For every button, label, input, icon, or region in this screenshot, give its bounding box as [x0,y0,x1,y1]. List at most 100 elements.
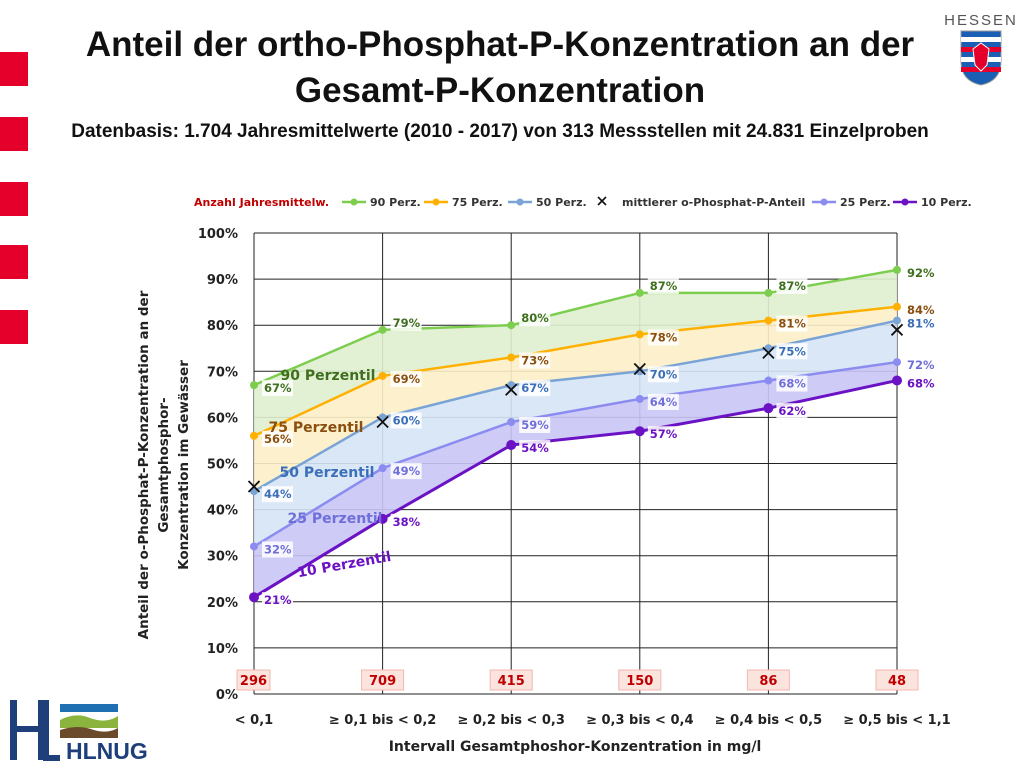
legend-label-p50: 50 Perz. [536,196,587,209]
hessen-badge: HESSEN [944,12,1018,92]
legend-label-mean: mittlerer o-Phosphat-P-Anteil [622,196,805,209]
y-axis-label: Anteil der o-Phosphat-P-Konzentration an… [136,290,152,639]
red-tab-decoration [0,245,28,279]
data-point-p10 [249,592,259,603]
legend-marker-p75 [432,198,440,206]
data-point-p75 [378,371,387,380]
data-point-mean [890,323,904,336]
page-title: Anteil der ortho-Phosphat-P-Konzentratio… [85,25,915,110]
data-point-p25 [635,394,644,403]
y-tick-label: 60% [207,411,238,426]
x-tick-label: ≥ 0,3 bis < 0,4 [586,713,693,728]
data-point-p75 [764,316,773,325]
data-label-bg [776,343,808,360]
data-point-p25 [378,464,387,473]
data-label-p90: 92% [907,266,935,280]
anzahl-box [489,669,533,691]
data-label-bg [262,430,293,447]
data-point-p75 [893,302,901,311]
data-label-bg [262,486,293,503]
data-label-bg [390,314,422,331]
red-tab-decoration [0,310,28,344]
data-point-p75 [635,330,644,339]
data-label-p50: 44% [264,487,292,501]
data-label-bg [647,277,679,294]
data-label-p25: 32% [264,542,292,556]
data-label-bg [776,277,808,294]
data-label-bg [262,380,293,397]
legend-marker-p25 [820,198,828,206]
anzahl-value: 150 [626,674,653,689]
red-tab-decoration [0,182,28,216]
data-label-bg [519,310,551,327]
anzahl-value: 86 [759,674,777,689]
data-label-bg [519,417,551,434]
data-point-p10 [763,403,774,414]
hessen-badge-text: HESSEN [944,12,1018,29]
anzahl-value: 415 [498,674,525,689]
y-axis-label: Konzentration im Gewässer [176,360,192,570]
legend-marker-p90 [350,198,358,206]
data-label-bg [647,329,679,346]
data-label-p90: 87% [650,279,678,293]
data-point-p10 [892,375,902,386]
data-label-p10: 57% [650,427,678,441]
data-point-p75 [507,353,516,362]
data-point-p90 [507,321,516,330]
anzahl-box [875,669,919,691]
page-subtitle: Datenbasis: 1.704 Jahresmittelwerte (201… [71,121,929,142]
data-label-bg [905,315,936,332]
data-label-p75: 78% [650,330,678,344]
legend-label-p90: 90 Perz. [370,196,421,209]
hlnug-logo: HLNUG [6,698,148,764]
data-point-mean [762,346,775,359]
data-point-p25 [893,358,901,367]
x-axis-label: Intervall Gesamtphoshor-Konzentration in… [389,739,762,755]
data-label-p25: 72% [907,358,935,372]
legend-label-p10: 10 Perz. [921,196,972,209]
band-p50-p25 [254,320,897,547]
anzahl-value: 48 [888,674,906,689]
anzahl-value: 296 [240,674,267,689]
anzahl-box [361,669,405,691]
band-label-p25: 25 Perzentil [288,511,383,527]
data-point-p90 [635,288,644,297]
legend-marker-p10 [901,198,909,206]
data-label-p90: 79% [393,316,421,330]
x-tick-label: ≥ 0,1 bis < 0,2 [329,713,436,728]
data-label-p50: 60% [393,413,421,427]
data-label-p75: 73% [521,353,549,367]
legend-anzahl-label: Anzahl Jahresmittelw. [194,196,329,209]
x-tick-label: < 0,1 [235,713,273,728]
data-label-p75: 56% [264,432,292,446]
data-label-p50: 75% [778,344,806,358]
data-label-bg [390,370,422,387]
y-tick-label: 30% [207,550,238,565]
band-p25-p10 [254,362,897,598]
data-label-p10: 54% [521,441,549,455]
data-label-bg [262,592,293,609]
data-label-p90: 80% [521,311,549,325]
data-point-p25 [250,542,258,551]
data-label-p50: 67% [521,381,549,395]
band-p90-p75 [254,269,897,436]
data-label-p10: 38% [393,515,421,529]
data-point-mean [505,383,518,396]
data-point-p10 [377,513,388,524]
x-tick-label: ≥ 0,5 bis < 1,1 [843,713,950,728]
hessen-coat-of-arms-icon [960,30,1002,86]
data-label-bg [519,380,551,397]
band-label-p75: 75 Perzentil [269,420,364,436]
anzahl-value: 709 [369,674,396,689]
data-label-bg [390,463,422,480]
y-tick-label: 50% [207,458,238,473]
y-tick-label: 40% [207,504,238,519]
band-label-p50: 50 Perzentil [280,465,375,481]
data-label-p50: 70% [650,367,678,381]
anzahl-box [236,669,271,691]
x-tick-label: ≥ 0,2 bis < 0,3 [457,713,564,728]
data-point-p90 [893,265,901,274]
data-label-p25: 64% [650,395,678,409]
data-point-p50 [893,316,901,325]
data-label-p90: 87% [778,279,806,293]
